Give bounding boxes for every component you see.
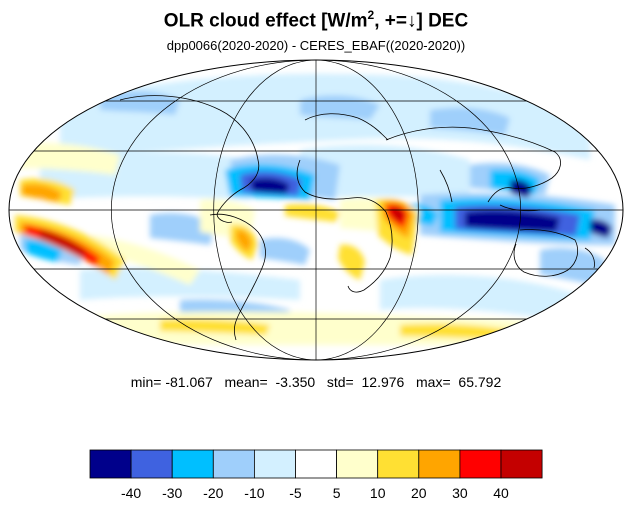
colorbar-label: 20 [411,485,427,501]
colorbar-label: 5 [333,485,341,501]
colorbar-swatch [295,449,337,479]
colorbar-swatch [377,449,420,479]
colorbar-label: -30 [162,485,182,501]
map-subtitle: dpp0066(2020-2020) - CERES_EBAF((2020-20… [166,38,466,53]
colorbar-label: 10 [370,485,386,501]
colorbar-swatch [130,449,173,479]
colorbar-label: 30 [452,485,468,501]
colorbar-swatch [89,449,132,479]
globe-outline [8,59,624,361]
colorbar-label: 40 [493,485,509,501]
map-title: OLR cloud effect [W/m2, +=↓] DEC [163,8,469,32]
colorbar-swatch [459,449,502,479]
colorbar-label: -10 [244,485,264,501]
colorbar-swatch [171,449,214,479]
statistics-line: min= -81.067 mean= -3.350 std= 12.976 ma… [130,374,502,390]
world-map [8,59,624,361]
colorbar-swatch [500,449,543,479]
colorbar-swatch [336,449,379,479]
colorbar-label: -40 [121,485,141,501]
coastlines [119,95,595,341]
colorbar-swatch [253,449,296,479]
colorbar-swatch [212,449,255,479]
colorbar-swatch [418,449,461,479]
cloud-effect-field [9,60,623,360]
graticule [9,60,623,360]
colorbar: -40 -30 -20 -10 -5 5 10 20 30 40 [89,449,543,501]
colorbar-label: -20 [203,485,223,501]
colorbar-label: -5 [289,485,302,501]
